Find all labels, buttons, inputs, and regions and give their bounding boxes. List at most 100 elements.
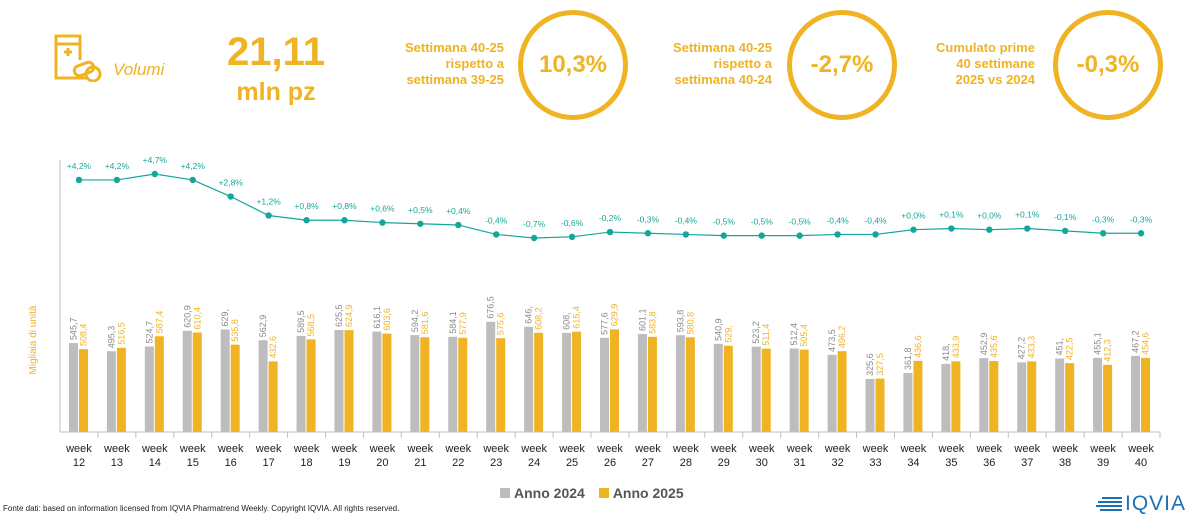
trend-point-week-18 xyxy=(303,217,310,224)
x-tick-label-week: week xyxy=(1127,443,1154,455)
bar-2025-14 xyxy=(154,336,164,432)
trend-label: -0,5% xyxy=(713,217,736,227)
trend-label: +4,2% xyxy=(67,161,92,171)
x-tick-label-number: 17 xyxy=(262,457,274,469)
bar-label-2024: 427,2 xyxy=(1017,337,1027,360)
x-tick-label-number: 34 xyxy=(907,457,919,469)
bar-label-2024: 625,5 xyxy=(334,305,344,328)
bar-2024-30 xyxy=(751,346,761,432)
trend-label: +0,4% xyxy=(446,206,471,216)
x-tick-label-week: week xyxy=(748,443,775,455)
bar-2025-16 xyxy=(230,344,240,432)
stat-2-circle: -2,7% xyxy=(787,10,897,120)
bar-2025-12 xyxy=(78,349,88,432)
bar-label-2024: 452,9 xyxy=(979,333,989,356)
trend-point-week-25 xyxy=(568,233,576,241)
bar-label-2025: 624,9 xyxy=(344,305,354,328)
bar-2025-24 xyxy=(534,332,544,432)
trend-point-week-14 xyxy=(151,170,159,178)
bar-label-2025: 629,9 xyxy=(610,304,620,327)
bar-label-2024: 418, xyxy=(941,343,951,361)
trend-label: -0,4% xyxy=(485,215,508,225)
x-tick-label-number: 36 xyxy=(983,457,995,469)
trend-point-week-24 xyxy=(530,234,538,242)
stat-2-value: -2,7% xyxy=(810,51,874,78)
bar-label-2025: 505,4 xyxy=(799,324,809,347)
bar-2024-23 xyxy=(486,321,496,432)
legend-swatch-2024 xyxy=(500,488,510,498)
trend-label: -0,3% xyxy=(637,214,660,224)
stat-1-value: 10,3% xyxy=(538,51,608,78)
bar-label-2025: 575,6 xyxy=(496,313,506,336)
bar-2025-20 xyxy=(382,333,392,432)
x-tick-label-week: week xyxy=(1013,443,1040,455)
chart-legend: Anno 2024 Anno 2025 xyxy=(500,485,684,501)
bar-label-2025: 577,9 xyxy=(458,312,468,335)
bar-2024-13 xyxy=(106,351,116,432)
bar-label-2025: 587,4 xyxy=(154,311,164,334)
x-tick-label-number: 39 xyxy=(1097,457,1109,469)
trend-label: -0,5% xyxy=(751,217,774,227)
stat-3-circle: -0,3% xyxy=(1053,10,1163,120)
bar-2025-37 xyxy=(1027,361,1037,432)
x-tick-label-week: week xyxy=(672,443,699,455)
bar-label-2025: 603,6 xyxy=(382,308,392,331)
x-tick-label-number: 27 xyxy=(642,457,654,469)
trend-label: -0,1% xyxy=(1054,212,1077,222)
legend-label-2024: Anno 2024 xyxy=(514,485,585,501)
bar-2024-26 xyxy=(600,337,609,432)
trend-point-week-40 xyxy=(1137,230,1145,237)
trend-label: -0,5% xyxy=(789,217,812,227)
legend-label-2025: Anno 2025 xyxy=(612,485,684,501)
x-tick-label-number: 33 xyxy=(869,457,881,469)
x-tick-label-number: 15 xyxy=(187,457,199,469)
total-volume-value: 21,11 xyxy=(227,30,325,74)
trend-point-week-33 xyxy=(872,231,879,238)
iqvia-logo: IQVIA xyxy=(1096,492,1186,516)
bar-2025-27 xyxy=(647,336,657,432)
bar-2025-29 xyxy=(723,345,733,432)
bar-2024-28 xyxy=(675,335,685,432)
x-tick-label-week: week xyxy=(482,443,509,455)
trend-label: +0,6% xyxy=(370,204,395,214)
bar-label-2025: 422,5 xyxy=(1065,338,1075,361)
x-tick-label-number: 20 xyxy=(376,457,388,469)
bar-label-2025: 516,5 xyxy=(116,322,126,345)
x-tick-label-week: week xyxy=(938,443,965,455)
x-tick-label-week: week xyxy=(331,443,358,455)
stat-1-circle: 10,3% xyxy=(518,10,628,120)
bar-label-2024: 361,8 xyxy=(903,347,913,370)
x-tick-label-week: week xyxy=(407,443,434,455)
trend-label: -0,4% xyxy=(864,215,887,225)
bar-label-2024: 467,2 xyxy=(1131,330,1141,353)
bar-2025-34 xyxy=(913,360,923,432)
x-tick-label-week: week xyxy=(634,443,661,455)
bar-label-2024: 620,9 xyxy=(182,305,192,328)
bar-2025-33 xyxy=(875,378,885,432)
bar-2024-27 xyxy=(637,334,647,432)
x-tick-label-week: week xyxy=(862,443,889,455)
bar-label-2024: 676,5 xyxy=(486,296,496,319)
stat-3-value: -0,3% xyxy=(1076,51,1140,78)
bar-label-2024: 562,9 xyxy=(258,315,268,338)
x-tick-label-number: 30 xyxy=(756,457,768,469)
trend-label: -0,4% xyxy=(675,215,698,225)
trend-label: +0,5% xyxy=(408,205,433,215)
bar-label-2025: 610,4 xyxy=(192,307,202,330)
x-tick-label-week: week xyxy=(255,443,282,455)
bar-2025-39 xyxy=(1103,364,1113,432)
trend-label: -0,3% xyxy=(1092,214,1115,224)
bar-2025-18 xyxy=(306,339,316,432)
trend-point-week-20 xyxy=(379,219,386,226)
legend-item-2024: Anno 2024 xyxy=(500,485,585,501)
bar-label-2024: 616,1 xyxy=(372,306,382,329)
trend-point-week-26 xyxy=(606,228,614,236)
bar-label-2025: 327,5 xyxy=(875,353,885,376)
bar-2024-22 xyxy=(448,336,458,432)
trend-label: +0,8% xyxy=(332,201,357,211)
bar-2025-31 xyxy=(799,349,809,432)
trend-label: +4,7% xyxy=(143,155,168,165)
x-tick-label-week: week xyxy=(975,443,1002,455)
bar-label-2024: 524,7 xyxy=(144,321,154,344)
bar-label-2025: 529, xyxy=(723,325,733,343)
